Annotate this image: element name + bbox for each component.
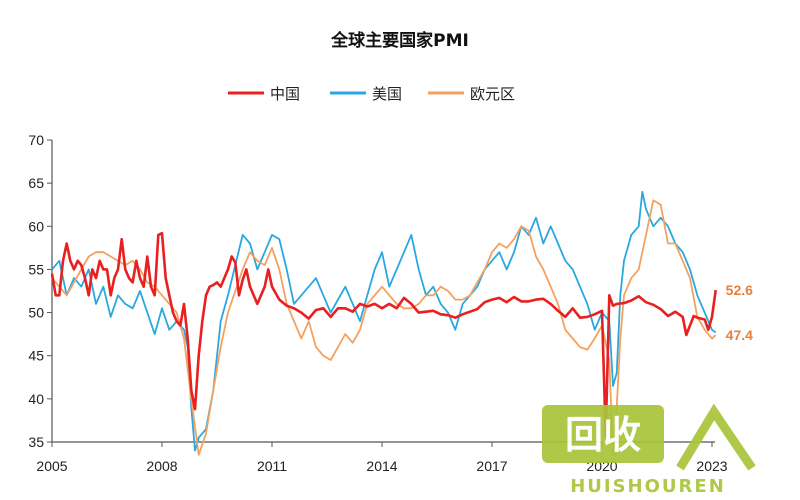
chart-title: 全球主要国家PMI (330, 30, 469, 51)
y-tick-label: 65 (28, 175, 44, 191)
watermark-mark-icon (676, 403, 756, 471)
x-tick-label: 2017 (476, 458, 507, 474)
y-tick-label: 55 (28, 261, 44, 277)
watermark-logo: 回收 HUISHOUREN (542, 403, 756, 497)
y-tick-label: 45 (28, 348, 44, 364)
y-tick-label: 35 (28, 434, 44, 450)
x-tick-label: 2014 (366, 458, 397, 474)
y-tick-label: 50 (28, 305, 44, 321)
legend-label: 中国 (270, 85, 300, 103)
y-tick-label: 70 (28, 132, 44, 148)
watermark-badge (542, 405, 664, 463)
legend-label: 欧元区 (470, 85, 515, 103)
end-label-2: 47.4 (726, 327, 753, 343)
x-tick-label: 2005 (36, 458, 67, 474)
y-tick-label: 60 (28, 218, 44, 234)
x-tick-label: 2023 (696, 458, 727, 474)
series-line-0 (50, 231, 717, 438)
end-label-0: 52.6 (726, 282, 753, 298)
y-tick-label: 40 (28, 391, 44, 407)
series-line-1 (51, 190, 717, 452)
x-tick-label: 2008 (146, 458, 177, 474)
legend-label: 美国 (372, 85, 402, 103)
x-axis-ticks: 2005 2008 2011 2014 2017 2020 2023 (36, 442, 728, 474)
watermark-latin: HUISHOUREN (570, 476, 726, 497)
end-value-labels: 52.6 47.4 (726, 282, 753, 343)
chart-legend: 中国 美国 欧元区 (228, 85, 515, 103)
x-tick-label: 2011 (257, 458, 287, 474)
watermark-chars: 回收 (565, 413, 641, 457)
y-axis-ticks: 35 40 45 50 55 60 65 70 (28, 132, 52, 450)
